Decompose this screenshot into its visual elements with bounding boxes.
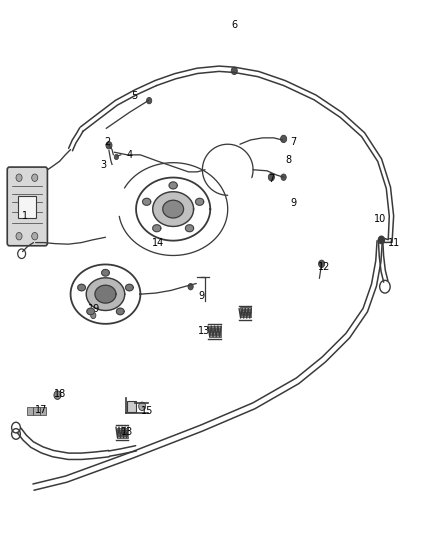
Text: 13: 13 [198,326,210,336]
Circle shape [188,284,193,290]
Bar [240,307,251,309]
Bar [240,310,251,312]
Text: 12: 12 [318,262,330,271]
Polygon shape [86,278,125,311]
Circle shape [268,173,275,181]
Circle shape [231,67,237,75]
Polygon shape [143,198,151,205]
Text: 14: 14 [152,238,164,247]
Text: 15: 15 [141,406,153,416]
Text: 10: 10 [374,214,387,224]
Circle shape [281,174,286,180]
Bar [127,401,136,411]
Text: 8: 8 [286,155,292,165]
Circle shape [32,174,38,181]
Circle shape [32,232,38,240]
Polygon shape [87,308,95,314]
Bar [208,329,221,332]
Text: 6: 6 [231,20,237,30]
Polygon shape [117,308,124,314]
Bar [240,315,251,317]
Polygon shape [153,192,194,227]
Circle shape [139,402,146,410]
Polygon shape [102,270,110,276]
Bar [33,407,39,415]
Polygon shape [163,200,184,218]
Polygon shape [126,284,133,291]
Circle shape [54,391,61,399]
Text: 7: 7 [268,174,275,184]
Bar [40,407,46,415]
Circle shape [147,98,152,104]
Text: 9: 9 [290,198,296,208]
Circle shape [378,236,385,244]
Bar [117,433,127,435]
Bar [240,312,251,314]
Text: 4: 4 [127,150,133,160]
Text: 13: 13 [121,427,134,438]
Circle shape [16,174,22,181]
Text: 18: 18 [53,389,66,399]
Bar [208,335,221,337]
Bar [117,430,127,432]
Polygon shape [78,284,85,291]
Circle shape [91,312,96,319]
Polygon shape [153,225,161,232]
Text: 3: 3 [100,160,106,171]
Bar [18,196,35,217]
Polygon shape [185,225,194,232]
Circle shape [106,142,112,149]
Circle shape [281,135,287,143]
Bar [117,427,127,430]
Polygon shape [169,182,177,189]
Circle shape [114,155,119,160]
Text: 2: 2 [105,136,111,147]
Text: 5: 5 [131,91,137,101]
Circle shape [16,232,22,240]
Polygon shape [195,198,204,205]
Bar [208,326,221,328]
Text: 9: 9 [198,290,205,301]
Text: 1: 1 [21,211,28,221]
Text: 7: 7 [290,136,297,147]
FancyBboxPatch shape [7,167,47,246]
Bar [27,407,33,415]
Circle shape [318,260,325,268]
Text: 17: 17 [35,405,47,415]
Bar [208,332,221,334]
Text: 19: 19 [88,304,101,314]
Polygon shape [95,285,116,303]
Text: 11: 11 [388,238,400,247]
Bar [117,435,127,438]
